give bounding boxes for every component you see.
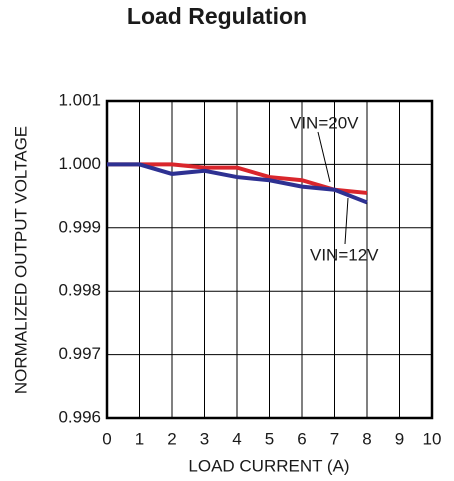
x-tick-label: 1 [135, 429, 144, 448]
leader-line [344, 197, 349, 245]
x-tick-label: 8 [362, 429, 371, 448]
y-tick-label: 0.999 [58, 217, 101, 236]
chart-title: Load Regulation [127, 3, 307, 29]
series-line [107, 162, 368, 195]
y-tick-label: 0.998 [58, 281, 101, 300]
y-axis-label: NORMALIZED OUTPUT VOLTAGE [11, 126, 30, 394]
x-tick-label: 4 [232, 429, 241, 448]
series-line [107, 162, 368, 205]
x-tick-label: 0 [102, 429, 111, 448]
series-label: VIN=12V [310, 245, 379, 264]
series-label: VIN=20V [290, 113, 359, 132]
leader-line [317, 131, 331, 183]
x-tick-label: 7 [330, 429, 339, 448]
x-tick-label: 3 [200, 429, 209, 448]
x-tick-label: 5 [265, 429, 274, 448]
y-tick-label: 1.000 [58, 154, 101, 173]
y-tick-label: 0.997 [58, 344, 101, 363]
x-tick-label: 9 [395, 429, 404, 448]
y-tick-label: 1.001 [58, 90, 101, 109]
x-tick-label: 2 [167, 429, 176, 448]
x-tick-label: 6 [297, 429, 306, 448]
plot-frame [105, 99, 434, 420]
x-axis-label: LOAD CURRENT (A) [188, 456, 349, 475]
y-tick-label: 0.996 [58, 407, 101, 426]
x-tick-label: 10 [423, 429, 442, 448]
